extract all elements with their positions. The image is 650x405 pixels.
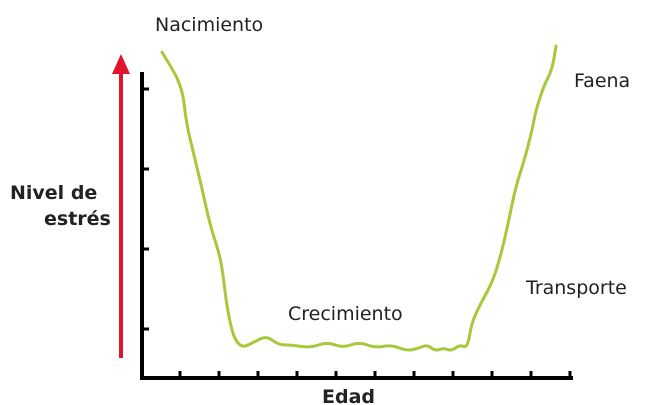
- annotation-faena: Faena: [574, 70, 630, 92]
- annotation-transporte: Transporte: [525, 277, 627, 299]
- stress-arrow-head: [112, 54, 130, 74]
- y-axis-label-line-1: Nivel de: [10, 182, 97, 204]
- y-axis-label-line-2: estrés: [44, 208, 111, 230]
- annotation-nacimiento: Nacimiento: [155, 14, 263, 36]
- stress-curve: [160, 44, 558, 352]
- stress-arrow: [112, 54, 130, 358]
- x-axis-ticks: [178, 371, 572, 378]
- x-axis-label: Edad: [322, 386, 375, 405]
- annotation-crecimiento: Crecimiento: [288, 303, 403, 325]
- y-axis-ticks: [142, 87, 149, 331]
